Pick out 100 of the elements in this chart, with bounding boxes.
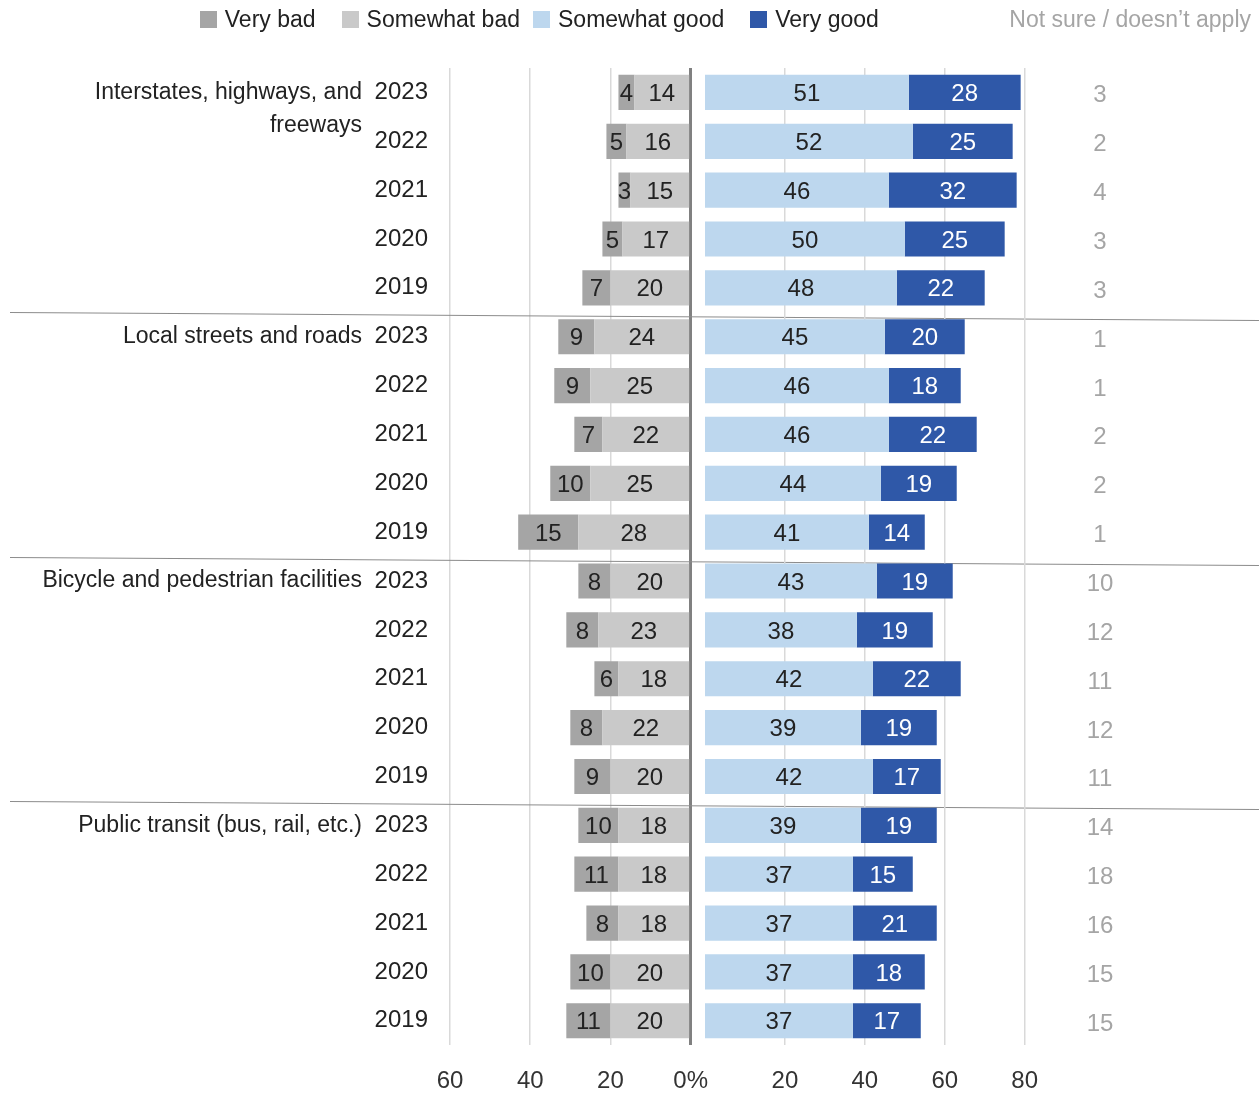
text: Public transit (bus, rail, etc.) [78, 810, 362, 837]
bar [618, 807, 690, 843]
bar [705, 74, 909, 111]
data-label: 3 [1093, 275, 1107, 304]
y-tick-label: 2019 [374, 761, 428, 789]
bar [705, 221, 905, 257]
bar [598, 612, 690, 648]
bar [586, 905, 619, 941]
data-label: 15 [534, 518, 562, 546]
bar [884, 319, 965, 355]
data-label: 8 [575, 616, 590, 644]
bar [590, 465, 690, 501]
bar [705, 270, 897, 306]
data-label: 11 [575, 1007, 601, 1035]
data-label: 9 [569, 323, 584, 351]
data-label: 3 [1093, 80, 1107, 109]
data-label: 10 [556, 469, 584, 497]
data-label: 9 [585, 763, 600, 791]
data-label: 18 [911, 372, 939, 400]
data-label: 44 [779, 469, 807, 497]
x-tick-label: 80 [1011, 1066, 1038, 1094]
bar [594, 319, 690, 355]
bar [908, 74, 1021, 111]
data-label: 28 [951, 79, 979, 107]
data-label: 41 [773, 518, 801, 546]
data-label: 22 [919, 421, 947, 449]
data-label: 50 [791, 225, 819, 253]
data-label: 18 [640, 665, 668, 693]
data-label: 12 [1086, 715, 1114, 744]
data-label: 19 [881, 616, 909, 644]
bar [852, 1003, 921, 1039]
data-label: 24 [628, 323, 656, 351]
data-label: 39 [769, 811, 797, 839]
data-label: 28 [620, 518, 648, 546]
data-label: 18 [1086, 862, 1114, 891]
y-tick-label: 2021 [374, 174, 428, 202]
data-label: 32 [939, 176, 967, 204]
data-label: 22 [632, 421, 660, 449]
bar [888, 172, 1017, 208]
data-label: 42 [775, 763, 803, 791]
data-label: 20 [636, 274, 664, 302]
data-label: 20 [911, 323, 939, 351]
bar [626, 123, 690, 159]
data-label: 52 [795, 127, 823, 155]
data-label: 10 [585, 811, 612, 839]
bar [558, 319, 595, 355]
bar [705, 612, 857, 648]
data-label: 46 [783, 372, 811, 400]
data-label: 16 [644, 127, 672, 155]
bar [705, 661, 873, 697]
bar [705, 905, 853, 941]
bar [705, 123, 913, 159]
bar [705, 563, 877, 599]
y-tick-label: 2022 [374, 614, 428, 642]
bar [610, 954, 690, 990]
y-tick-label: 2023 [374, 809, 428, 837]
data-label: 46 [783, 176, 811, 204]
data-label: 22 [927, 274, 955, 302]
data-label: 5 [605, 225, 620, 253]
bar [705, 710, 861, 746]
data-label: 4 [1093, 178, 1107, 207]
data-label: 11 [1087, 666, 1113, 695]
data-label: 2 [1093, 471, 1107, 500]
bar [912, 123, 1013, 159]
bar [602, 710, 690, 746]
data-label: 37 [765, 909, 793, 937]
y-tick-label: 2020 [374, 223, 428, 251]
bar [582, 270, 611, 306]
data-label: 9 [565, 372, 580, 400]
data-label: 17 [873, 1007, 901, 1035]
bar [705, 416, 889, 453]
bar [602, 416, 690, 453]
data-label: 19 [885, 811, 913, 839]
data-label: 10 [577, 958, 604, 986]
data-label: 1 [1093, 520, 1107, 549]
data-label: 3 [1093, 227, 1107, 255]
y-tick-label: 2019 [374, 516, 428, 544]
bar [578, 563, 611, 599]
y-tick-label: 2022 [374, 858, 428, 886]
data-label: 25 [626, 372, 654, 400]
x-tick-label: 60 [436, 1066, 464, 1094]
data-label: 11 [1087, 764, 1113, 793]
bar [876, 563, 953, 599]
data-label: 5 [609, 127, 624, 155]
data-label: 37 [765, 1007, 793, 1035]
x-tick-label: 20 [597, 1066, 624, 1094]
data-label: 15 [1086, 959, 1114, 988]
data-label: 4 [619, 79, 634, 107]
data-label: 21 [881, 909, 909, 937]
bar [860, 710, 937, 746]
data-label: 20 [636, 1007, 664, 1035]
bar [705, 514, 869, 550]
data-label: 15 [869, 860, 897, 888]
data-label: 12 [1086, 617, 1114, 646]
data-label: 25 [626, 469, 654, 497]
y-tick-label: 2021 [374, 907, 428, 935]
data-label: 39 [769, 714, 797, 742]
y-tick-label: 2022 [374, 370, 428, 398]
data-label: 14 [648, 79, 676, 107]
data-label: 7 [589, 274, 604, 302]
